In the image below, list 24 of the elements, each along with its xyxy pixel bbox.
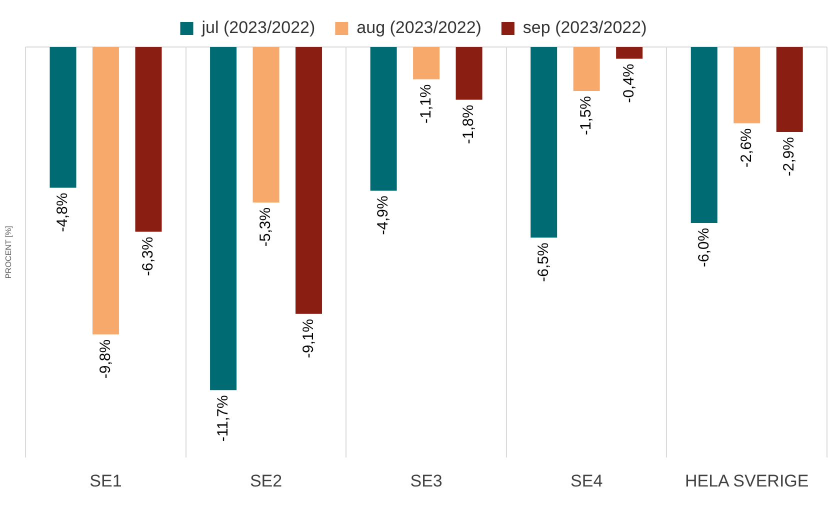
- x-tick-label: SE4: [570, 471, 603, 490]
- data-label: -6,0%: [695, 228, 712, 268]
- data-label: -6,3%: [140, 236, 157, 276]
- data-label: -2,6%: [738, 128, 755, 168]
- data-label: -1,1%: [417, 84, 434, 124]
- legend-label: aug (2023/2022): [356, 18, 482, 38]
- data-label: -9,1%: [300, 318, 317, 358]
- data-label: -4,8%: [54, 192, 72, 232]
- data-label: -1,8%: [460, 104, 478, 144]
- data-label: -5,3%: [257, 207, 274, 247]
- y-axis-title: PROCENT [%]: [4, 226, 14, 279]
- x-tick-label: SE3: [410, 471, 442, 490]
- data-label: -6,5%: [534, 242, 552, 282]
- x-tick-label: SE1: [90, 471, 122, 490]
- data-label: -2,9%: [780, 137, 798, 176]
- x-tick-label: HELA SVERIGE: [684, 471, 809, 490]
- legend-label: sep (2023/2022): [522, 18, 647, 38]
- data-label: -1,5%: [578, 96, 595, 136]
- data-label: -0,4%: [620, 64, 638, 103]
- x-tick-label: SE2: [250, 471, 282, 490]
- data-label: -9,8%: [96, 339, 114, 379]
- data-label: -4,9%: [374, 196, 392, 235]
- legend-label: jul (2023/2022): [200, 18, 316, 38]
- data-label: -11,7%: [214, 395, 232, 442]
